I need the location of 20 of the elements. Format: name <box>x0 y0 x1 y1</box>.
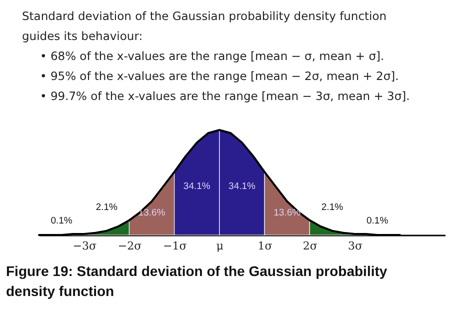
chart-title: Standard deviation of the Gaussian probability density function guides its behaviour: <box>22 8 388 45</box>
x-tick-label: 2σ <box>302 240 318 252</box>
series-label: 13.6% <box>138 207 166 218</box>
series-label: 13.6% <box>274 207 302 218</box>
x-tick-label: 3σ <box>348 240 364 252</box>
caption: Figure 19: Standard deviation of the Gaussian probability density function <box>5 262 388 301</box>
text: • 99.7% of the x-values are the range [mean − 3σ, mean + 3σ]. <box>39 88 411 105</box>
x-tick-label: −2σ <box>118 240 142 252</box>
series-label: 2.1% <box>96 202 118 213</box>
x-tick-label: −3σ <box>72 240 97 252</box>
series-label: 34.1% <box>228 180 256 192</box>
x-tick-label: −1σ <box>162 240 188 252</box>
series-label: 34.1% <box>183 180 211 192</box>
series-label: 0.1% <box>366 216 389 227</box>
text: • 95% of the x-values are the range [mean − 2σ, mean + 2σ]. <box>39 68 400 85</box>
series-label: 0.1% <box>50 216 73 227</box>
x-tick-label: 1σ <box>258 240 273 252</box>
x-tick-label: μ <box>216 240 224 252</box>
series-label: 2.1% <box>321 202 344 213</box>
text: • 68% of the x-values are the range [mean − σ, mean + σ]. <box>39 48 386 65</box>
